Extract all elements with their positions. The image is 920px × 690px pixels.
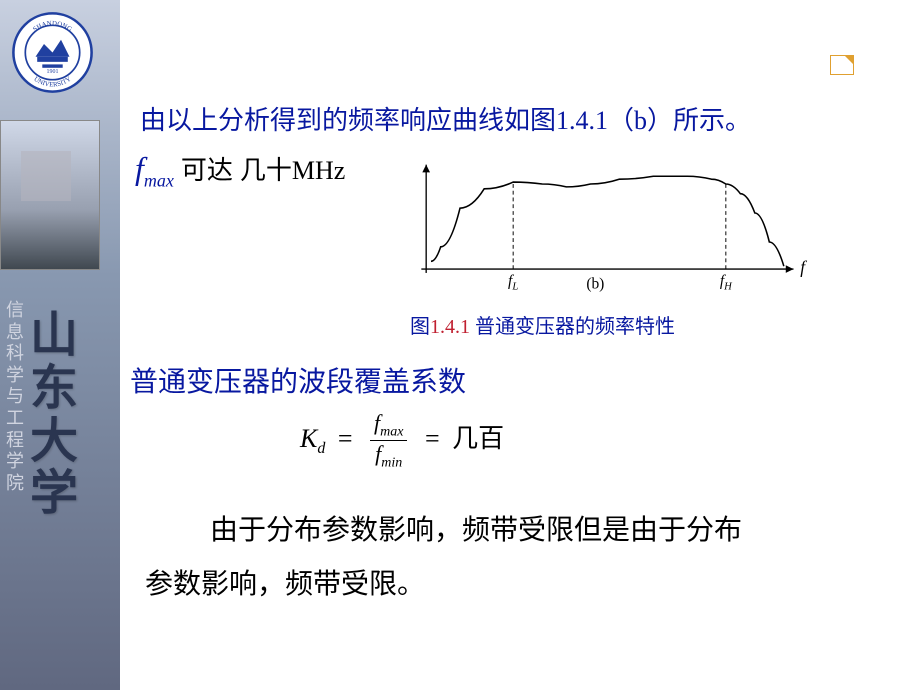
f-symbol: fmax [135, 150, 174, 186]
frequency-response-chart: fL fH (b) f [400, 155, 810, 300]
coverage-heading: 普通变压器的波段覆盖系数 [130, 360, 466, 400]
figure-number: 1.4.1 [430, 316, 470, 338]
fmax-value: 几十MHz [240, 156, 345, 185]
university-seal: 1901 SHANDONG UNIVERSITY [10, 10, 95, 95]
body-line-1: 由于分布参数影响，频带受限但是由于分布 [210, 500, 870, 562]
svg-text:(b): (b) [586, 275, 604, 292]
fmax-statement: fmax 可达 几十MHz [135, 150, 345, 191]
coverage-formula: Kd = fmax fmin = 几百 [300, 410, 504, 472]
svg-text:fL: fL [508, 273, 518, 293]
body-line-2: 参数影响，频带受限。 [145, 562, 425, 602]
dept-vertical-label: 信息科学与工程学院 [5, 300, 25, 494]
figure-caption: 图1.4.1 普通变压器的频率特性 [410, 310, 675, 339]
university-calligraphy: 山东大学 [30, 310, 110, 521]
sidebar-photo [0, 120, 100, 270]
svg-text:f: f [800, 257, 807, 277]
svg-text:fH: fH [720, 273, 733, 293]
page-corner-icon [830, 55, 854, 75]
svg-text:1901: 1901 [47, 69, 59, 75]
intro-sentence: 由以上分析得到的频率响应曲线如图1.4.1（b）所示。 [140, 100, 751, 137]
reach-text: 可达 [181, 156, 233, 185]
sidebar: 信息科学与工程学院 山东大学 [0, 0, 120, 690]
fraction: fmax fmin [370, 410, 407, 472]
